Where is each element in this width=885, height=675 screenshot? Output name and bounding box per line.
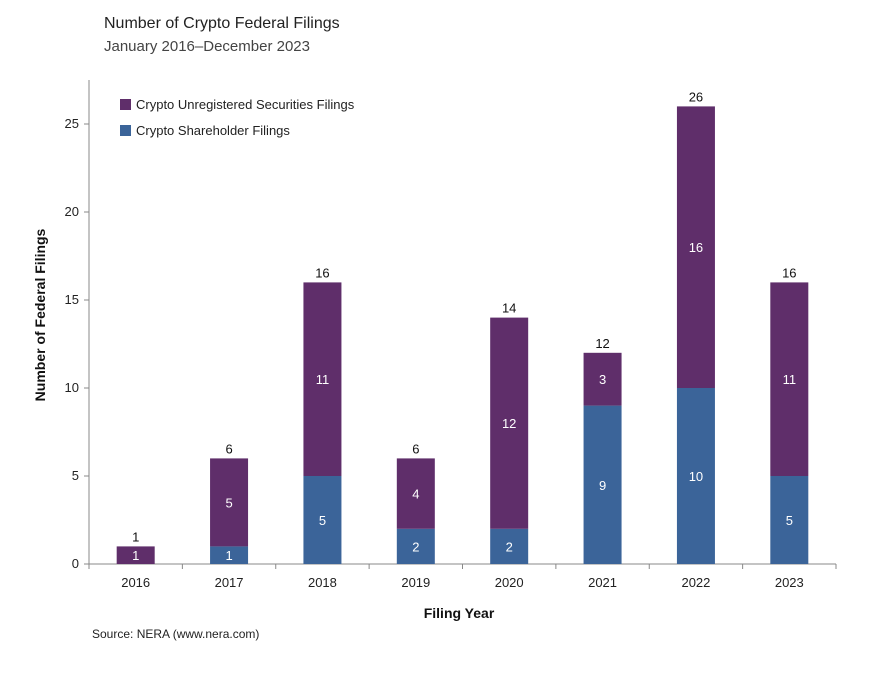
bar-segment [583, 352, 622, 406]
x-tick-label: 2020 [495, 575, 524, 590]
bar-segment [490, 528, 529, 564]
bar-value-label: 1 [225, 548, 232, 563]
bar-total-label: 26 [689, 89, 703, 104]
bar-segment [303, 476, 342, 564]
bar-value-label: 12 [502, 416, 516, 431]
y-tick-label: 20 [65, 204, 79, 219]
bar-segment [676, 388, 715, 564]
chart-subtitle: January 2016–December 2023 [104, 38, 310, 55]
legend-label: Crypto Unregistered Securities Filings [136, 97, 355, 112]
bar-total-label: 16 [315, 265, 329, 280]
bar-segment [396, 528, 435, 564]
bar-value-label: 5 [319, 513, 326, 528]
bar-segment [770, 476, 809, 564]
x-tick-label: 2019 [401, 575, 430, 590]
bar-total-label: 1 [132, 529, 139, 544]
y-tick-label: 25 [65, 116, 79, 131]
x-tick-label: 2022 [681, 575, 710, 590]
x-tick-label: 2016 [121, 575, 150, 590]
bar-segment [210, 458, 249, 547]
legend-swatch [120, 125, 131, 136]
legend-label: Crypto Shareholder Filings [136, 123, 290, 138]
source-note: Source: NERA (www.nera.com) [92, 627, 260, 641]
y-tick-label: 0 [72, 556, 79, 571]
bar-value-label: 4 [412, 487, 419, 502]
legend-swatch [120, 99, 131, 110]
bar-value-label: 11 [316, 372, 330, 387]
x-tick-label: 2023 [775, 575, 804, 590]
bar-segment [676, 106, 715, 389]
bar-segment [303, 282, 342, 476]
x-axis-title: Filing Year [424, 605, 495, 621]
bar-total-label: 12 [595, 336, 609, 351]
bar-segment [490, 317, 529, 529]
bar-total-label: 16 [782, 265, 796, 280]
bar-segment [396, 458, 435, 529]
bar-segment [116, 546, 155, 564]
bar-value-label: 1 [132, 548, 139, 563]
bar-total-label: 6 [412, 441, 419, 456]
chart-title: Number of Crypto Federal Filings [104, 15, 340, 32]
bar-value-label: 5 [786, 513, 793, 528]
x-tick-label: 2017 [215, 575, 244, 590]
bar-value-label: 11 [783, 372, 797, 387]
bar-value-label: 9 [599, 478, 606, 493]
bar-segment [770, 282, 809, 476]
bar-value-label: 5 [225, 495, 232, 510]
bar-total-label: 14 [502, 301, 516, 316]
bar-segment [583, 405, 622, 564]
bar-value-label: 2 [412, 539, 419, 554]
bar-segment [210, 546, 249, 564]
bar-value-label: 10 [689, 469, 703, 484]
bar-value-label: 2 [506, 539, 513, 554]
y-tick-label: 15 [65, 292, 79, 307]
y-tick-label: 5 [72, 468, 79, 483]
y-axis-title: Number of Federal Filings [32, 228, 48, 401]
y-tick-label: 10 [65, 380, 79, 395]
bar-value-label: 16 [689, 240, 703, 255]
bar-value-label: 3 [599, 372, 606, 387]
x-tick-label: 2021 [588, 575, 617, 590]
bar-total-label: 6 [225, 441, 232, 456]
x-tick-label: 2018 [308, 575, 337, 590]
